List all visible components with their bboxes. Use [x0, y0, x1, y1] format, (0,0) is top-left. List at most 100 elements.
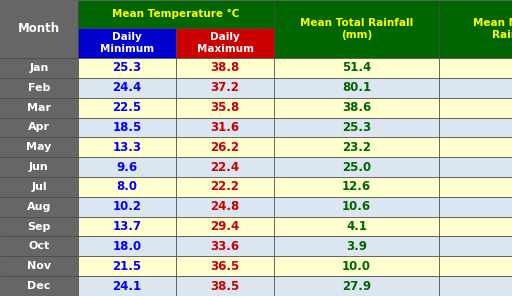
Text: 0.9: 0.9: [511, 220, 512, 233]
Text: 22.5: 22.5: [113, 101, 141, 114]
Bar: [439, 0, 512, 58]
Text: 22.4: 22.4: [210, 161, 240, 173]
Bar: [274, 217, 439, 237]
Text: Daily
Maximum: Daily Maximum: [197, 32, 253, 54]
Text: Feb: Feb: [28, 83, 50, 93]
Bar: [0, 0, 78, 58]
Bar: [0, 177, 78, 197]
Text: 12.6: 12.6: [342, 181, 371, 193]
Bar: [439, 217, 512, 237]
Bar: [274, 237, 439, 256]
Bar: [439, 137, 512, 157]
Bar: [0, 98, 78, 118]
Text: 24.8: 24.8: [210, 200, 240, 213]
Bar: [0, 197, 78, 217]
Text: May: May: [26, 142, 52, 152]
Text: Daily
Minimum: Daily Minimum: [100, 32, 154, 54]
Text: Nov: Nov: [27, 261, 51, 271]
Text: 5.2: 5.2: [511, 280, 512, 292]
Bar: [176, 276, 274, 296]
Text: 27.9: 27.9: [342, 280, 371, 292]
Text: Jul: Jul: [31, 182, 47, 192]
Text: 21.5: 21.5: [113, 260, 141, 273]
Text: 25.0: 25.0: [342, 161, 371, 173]
Text: 24.4: 24.4: [112, 81, 142, 94]
Text: 38.8: 38.8: [210, 61, 240, 74]
Text: 35.8: 35.8: [210, 101, 240, 114]
Bar: [439, 237, 512, 256]
Text: 3.0: 3.0: [511, 260, 512, 273]
Bar: [176, 197, 274, 217]
Bar: [176, 256, 274, 276]
Text: Aug: Aug: [27, 202, 51, 212]
Bar: [78, 78, 176, 98]
Text: 3.9: 3.9: [346, 240, 367, 253]
Text: 29.4: 29.4: [210, 220, 240, 233]
Text: Jan: Jan: [29, 63, 49, 73]
Bar: [0, 118, 78, 137]
Text: 26.2: 26.2: [210, 141, 240, 154]
Text: 38.6: 38.6: [342, 101, 371, 114]
Bar: [274, 118, 439, 137]
Text: Mean Number of
Rain Days: Mean Number of Rain Days: [473, 18, 512, 40]
Bar: [274, 157, 439, 177]
Text: 10.2: 10.2: [113, 200, 141, 213]
Text: 18.5: 18.5: [112, 121, 142, 134]
Text: 13.7: 13.7: [113, 220, 141, 233]
Text: 4.0: 4.0: [511, 161, 512, 173]
Bar: [176, 78, 274, 98]
Text: Mean Temperature °C: Mean Temperature °C: [112, 9, 240, 19]
Bar: [274, 98, 439, 118]
Bar: [176, 137, 274, 157]
Bar: [439, 197, 512, 217]
Text: 4.1: 4.1: [346, 220, 367, 233]
Bar: [439, 98, 512, 118]
Text: 51.4: 51.4: [342, 61, 371, 74]
Bar: [78, 276, 176, 296]
Bar: [176, 28, 274, 58]
Text: 3.9: 3.9: [511, 141, 512, 154]
Bar: [78, 58, 176, 78]
Bar: [0, 276, 78, 296]
Bar: [78, 256, 176, 276]
Bar: [274, 276, 439, 296]
Text: 37.2: 37.2: [210, 81, 240, 94]
Bar: [0, 137, 78, 157]
Bar: [439, 157, 512, 177]
Bar: [176, 217, 274, 237]
Bar: [274, 177, 439, 197]
Bar: [176, 237, 274, 256]
Bar: [0, 78, 78, 98]
Text: 36.5: 36.5: [210, 260, 240, 273]
Text: Mar: Mar: [27, 103, 51, 112]
Bar: [274, 256, 439, 276]
Text: Sep: Sep: [27, 222, 51, 231]
Bar: [274, 0, 439, 58]
Bar: [439, 78, 512, 98]
Bar: [0, 256, 78, 276]
Text: 80.1: 80.1: [342, 81, 371, 94]
Text: Apr: Apr: [28, 123, 50, 132]
Bar: [439, 276, 512, 296]
Bar: [274, 197, 439, 217]
Text: 38.5: 38.5: [210, 280, 240, 292]
Text: 8.0: 8.0: [117, 181, 138, 193]
Bar: [176, 157, 274, 177]
Text: 6.7: 6.7: [511, 61, 512, 74]
Text: Dec: Dec: [27, 281, 51, 291]
Bar: [274, 78, 439, 98]
Bar: [78, 137, 176, 157]
Text: 22.2: 22.2: [210, 181, 240, 193]
Text: 9.6: 9.6: [116, 161, 138, 173]
Text: Jun: Jun: [29, 162, 49, 172]
Text: 4.9: 4.9: [511, 101, 512, 114]
Bar: [78, 217, 176, 237]
Text: 25.3: 25.3: [342, 121, 371, 134]
Bar: [0, 217, 78, 237]
Bar: [78, 28, 176, 58]
Bar: [78, 197, 176, 217]
Text: 31.6: 31.6: [210, 121, 240, 134]
Bar: [0, 58, 78, 78]
Bar: [78, 157, 176, 177]
Bar: [439, 58, 512, 78]
